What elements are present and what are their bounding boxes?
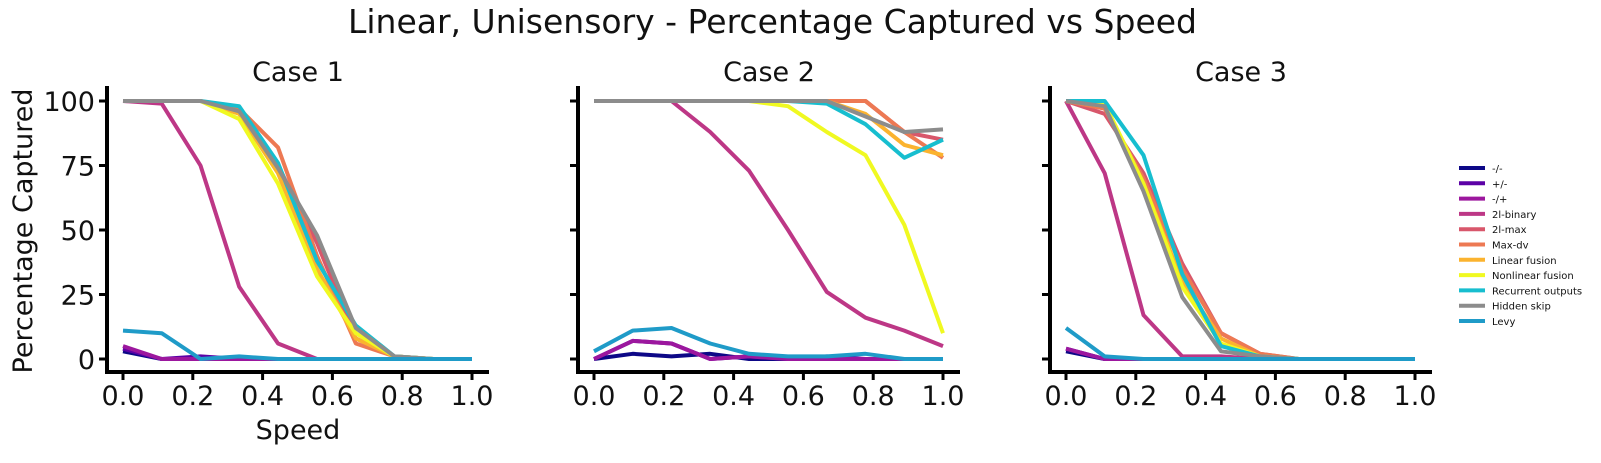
series-line-levy [122, 328, 472, 361]
x-tick-label: 0.6 [1254, 381, 1297, 412]
legend-item-recurrent-outputs: Recurrent outputs [1459, 286, 1582, 297]
series-line-max-dv [594, 99, 945, 160]
legend-label: +/- [1492, 179, 1508, 190]
legend-label: Nonlinear fusion [1492, 271, 1574, 282]
x-tick-label: 0.0 [1045, 381, 1088, 412]
x-tick-label: 0.6 [311, 381, 354, 412]
x-tick-label: 0.2 [1114, 381, 1157, 412]
plot-lines [1064, 99, 1415, 361]
x-tick-label: 0.0 [573, 381, 616, 412]
legend-item-levy: Levy [1459, 317, 1515, 328]
subplot-title: Case 3 [1195, 57, 1287, 88]
legend-item-max-dv: Max-dv [1459, 241, 1529, 252]
legend-label: Max-dv [1492, 241, 1529, 252]
y-tick-label: 75 [61, 152, 95, 183]
legend-label: 2l-max [1492, 225, 1527, 236]
legend-item-2l-max: 2l-max [1459, 225, 1527, 236]
plot-lines [593, 99, 945, 361]
series-line-hidden-skip [594, 99, 944, 134]
subplot-title: Case 1 [252, 57, 344, 88]
legend-label: Hidden skip [1492, 302, 1551, 313]
legend-label: -/+ [1492, 195, 1507, 206]
plot-lines [122, 99, 472, 361]
x-tick-label: 0.4 [241, 381, 284, 412]
x-tick-label: 0.4 [712, 381, 755, 412]
series-line-2l-binary [594, 99, 944, 348]
y-tick-label: 50 [61, 216, 95, 247]
x-axis-label: Speed [256, 415, 341, 446]
subplot-title: Case 2 [723, 57, 815, 88]
x-tick-label: 1.0 [451, 381, 494, 412]
legend: -/- +/- -/+ 2l-binary 2l-max Max-dv Linear fus… [1459, 164, 1582, 328]
legend-item-series: -/- [1459, 164, 1503, 175]
x-tick-label: 0.8 [381, 381, 424, 412]
legend-label: -/- [1492, 164, 1503, 175]
legend-item-linear-fusion: Linear fusion [1459, 256, 1557, 267]
y-axis-label: Percentage Captured [8, 89, 39, 374]
series-line-levy [1064, 326, 1415, 361]
subplot-case-1: 0.0 0.2 0.4 0.6 0.8 1.0 0 25 50 75 100 Case 1 Speed P… [8, 57, 493, 446]
legend-item-nonlinear-fusion: Nonlinear fusion [1459, 271, 1574, 282]
legend-item-2l-binary: 2l-binary [1459, 210, 1536, 221]
y-tick-label: 25 [61, 281, 95, 312]
x-tick-label: 1.0 [922, 381, 965, 412]
legend-item-series: +/- [1459, 179, 1508, 190]
legend-item-hidden-skip: Hidden skip [1459, 302, 1551, 313]
y-tick-label: 100 [43, 87, 95, 118]
x-tick-label: 0.2 [171, 381, 214, 412]
figure-title: Linear, Unisensory - Percentage Captured… [348, 2, 1197, 41]
legend-label: Linear fusion [1492, 256, 1557, 267]
x-tick-label: 0.2 [642, 381, 685, 412]
legend-item-series: -/+ [1459, 195, 1507, 206]
legend-label: 2l-binary [1492, 210, 1536, 221]
series-line-nonlinear-fusion [123, 99, 472, 361]
legend-label: Recurrent outputs [1492, 286, 1582, 297]
x-tick-label: 0.8 [1324, 381, 1367, 412]
series-line-series [593, 338, 943, 361]
y-tick-label: 0 [78, 345, 95, 376]
x-tick-label: 0.4 [1184, 381, 1227, 412]
x-tick-label: 0.6 [782, 381, 825, 412]
legend-label: Levy [1492, 317, 1515, 328]
x-tick-label: 0.0 [102, 381, 145, 412]
subplot-case-3: 0.0 0.2 0.4 0.6 0.8 1.0 Case 3 [1042, 57, 1436, 412]
series-line-levy [593, 326, 943, 361]
subplot-case-2: 0.0 0.2 0.4 0.6 0.8 1.0 Case 2 [570, 57, 964, 412]
series-line-recurrent-outputs [594, 99, 944, 160]
x-tick-label: 0.8 [852, 381, 895, 412]
x-tick-label: 1.0 [1394, 381, 1437, 412]
